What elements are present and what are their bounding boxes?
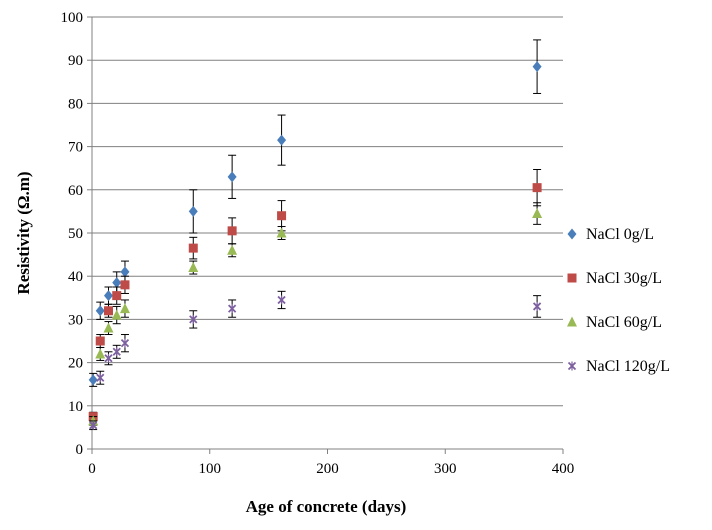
data-point xyxy=(120,338,130,348)
data-point xyxy=(276,227,287,238)
data-point xyxy=(189,314,198,324)
data-point xyxy=(277,211,287,221)
data-point xyxy=(95,348,106,359)
legend-label: NaCl 60g/L xyxy=(586,314,662,331)
x-tick-label: 200 xyxy=(316,461,339,477)
legend-label: NaCl 120g/L xyxy=(586,358,670,375)
series-3 xyxy=(89,290,542,431)
y-tick-label: 40 xyxy=(68,269,83,285)
data-point xyxy=(103,322,114,333)
legend-item-1: NaCl 30g/L xyxy=(567,270,662,287)
data-point xyxy=(103,306,113,316)
data-point xyxy=(120,266,130,278)
data-point xyxy=(227,304,237,314)
data-point xyxy=(120,280,130,290)
legend-marker xyxy=(567,273,577,283)
data-point xyxy=(88,374,98,386)
data-point xyxy=(227,171,237,183)
data-point xyxy=(119,303,130,314)
y-tick-label: 10 xyxy=(68,399,83,415)
data-point xyxy=(532,183,542,193)
legend-label: NaCl 30g/L xyxy=(586,270,662,287)
x-tick-label: 100 xyxy=(199,461,222,477)
x-tick-label: 0 xyxy=(88,461,96,477)
legend-item-0: NaCl 0g/L xyxy=(567,226,654,243)
data-point xyxy=(532,208,543,219)
data-point xyxy=(532,301,542,311)
data-point xyxy=(103,290,113,302)
data-point xyxy=(112,347,121,357)
legend-item-2: NaCl 60g/L xyxy=(567,314,662,331)
legend-marker xyxy=(567,316,577,327)
data-point xyxy=(89,420,98,430)
data-point xyxy=(96,373,105,383)
x-axis-title: Age of concrete (days) xyxy=(246,497,407,516)
legend-marker xyxy=(567,361,577,371)
series-0 xyxy=(88,39,542,387)
y-tick-label: 50 xyxy=(68,226,83,242)
data-point xyxy=(532,61,542,73)
y-tick-label: 0 xyxy=(76,442,84,458)
data-point xyxy=(188,205,198,217)
x-tick-label: 300 xyxy=(434,461,457,477)
y-tick-label: 100 xyxy=(61,10,84,26)
legend-label: NaCl 0g/L xyxy=(586,226,654,243)
y-tick-label: 30 xyxy=(68,312,83,328)
legend-marker xyxy=(567,228,577,240)
y-tick-label: 70 xyxy=(68,140,83,156)
series-1 xyxy=(88,168,542,422)
data-point xyxy=(95,336,105,346)
y-tick-label: 90 xyxy=(68,53,83,69)
y-tick-label: 60 xyxy=(68,183,83,199)
legend-item-3: NaCl 120g/L xyxy=(567,358,670,375)
legend: NaCl 0g/L NaCl 30g/L NaCl 60g/L NaCl 120g/L xyxy=(567,226,670,375)
data-point xyxy=(188,243,198,253)
axes: 0 10 20 30 40 50 60 70 80 90 100 0 100 200 300 400 xyxy=(61,10,575,477)
data-point xyxy=(112,277,122,289)
x-tick-label: 400 xyxy=(552,461,575,477)
y-tick-label: 80 xyxy=(68,96,83,112)
data-point xyxy=(104,353,113,363)
data-point xyxy=(112,291,122,301)
data-point xyxy=(95,305,105,317)
data-point xyxy=(277,134,287,146)
data-point xyxy=(277,295,286,305)
data-point xyxy=(227,244,238,255)
gridlines xyxy=(92,16,563,407)
data-point xyxy=(111,309,122,320)
data-series xyxy=(88,39,543,431)
data-point xyxy=(227,226,237,236)
y-axis-title: Resistivity (Ω.m) xyxy=(14,171,33,294)
y-tick-label: 20 xyxy=(68,356,83,372)
data-point xyxy=(188,262,199,273)
series-2 xyxy=(88,202,543,426)
